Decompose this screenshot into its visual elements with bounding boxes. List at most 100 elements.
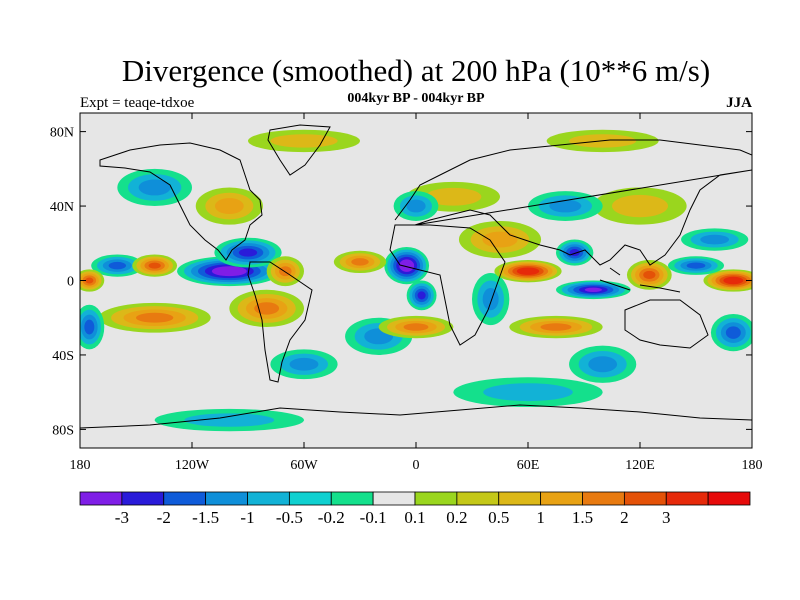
y-tick-label: 80N xyxy=(50,126,74,141)
chart-title: Divergence (smoothed) at 200 hPa (10**6 … xyxy=(122,53,710,88)
field-contour xyxy=(725,326,741,339)
colorbar-label: 3 xyxy=(662,508,671,527)
plot-area: 180 120W 60W 0 60E 120E 180 80N 40N 0 40S 80S xyxy=(50,112,763,473)
subtitle-period: 004kyr BP - 004kyr BP xyxy=(347,91,485,106)
colorbar-swatch xyxy=(330,491,374,506)
field-feature xyxy=(98,302,211,333)
field-feature xyxy=(453,377,603,408)
x-tick-label: 120W xyxy=(175,458,210,473)
colorbar-swatch xyxy=(372,491,416,506)
field-contour xyxy=(254,302,280,315)
field-contour xyxy=(138,179,171,196)
field-feature xyxy=(270,349,338,380)
field-feature xyxy=(80,269,105,292)
colorbar-label: 0.1 xyxy=(404,508,425,527)
colorbar-swatch xyxy=(79,491,123,506)
coast-indonesia xyxy=(599,267,681,293)
field-contour xyxy=(588,356,618,373)
colorbar-label: -1.5 xyxy=(192,508,219,527)
field-contour xyxy=(727,278,740,283)
field-contour xyxy=(238,248,258,257)
field-contour xyxy=(549,199,582,213)
coast-north-america xyxy=(99,142,263,261)
coastlines xyxy=(80,124,752,429)
field-contour xyxy=(521,268,535,274)
field-feature xyxy=(626,260,672,290)
field-contour xyxy=(184,413,275,427)
field-feature xyxy=(248,129,360,153)
field-feature xyxy=(509,315,603,339)
colorbar-swatch xyxy=(456,491,500,506)
colorbar-label: 1.5 xyxy=(572,508,593,527)
coast-europe-asia xyxy=(394,139,752,266)
colorbar-label: 0.5 xyxy=(488,508,509,527)
field-contour xyxy=(289,357,319,371)
coast-australia xyxy=(624,299,709,349)
field-feature xyxy=(703,269,752,292)
coast-greenland xyxy=(267,124,331,176)
field-contour xyxy=(403,323,429,331)
field-feature xyxy=(569,345,637,383)
y-tick-label: 0 xyxy=(67,275,74,290)
coast-africa xyxy=(389,224,506,346)
colorbar-label: 0.2 xyxy=(446,508,467,527)
field-contour xyxy=(482,287,499,311)
colorbar-swatch xyxy=(121,491,165,506)
colorbar-swatch xyxy=(623,491,667,506)
field-feature xyxy=(154,408,304,432)
field-feature xyxy=(458,220,542,259)
colorbar-swatch xyxy=(163,491,207,506)
field-contour xyxy=(425,187,482,206)
field-contour xyxy=(584,287,602,292)
field-feature xyxy=(556,239,594,266)
colorbar-swatch xyxy=(665,491,709,506)
field-contour xyxy=(612,194,668,218)
field-feature xyxy=(668,256,724,275)
field-feature xyxy=(117,168,192,207)
x-axis: 180 120W 60W 0 60E 120E 180 xyxy=(70,113,763,473)
y-tick-label: 40N xyxy=(50,200,74,215)
x-tick-label: 180 xyxy=(70,458,91,473)
coast-south-america xyxy=(247,261,313,383)
x-tick-label: 0 xyxy=(413,458,420,473)
colorbar-swatch xyxy=(288,491,332,506)
y-tick-label: 40S xyxy=(52,349,74,364)
field-contour xyxy=(351,258,369,266)
x-tick-label: 120E xyxy=(625,458,655,473)
colorbar-label: 1 xyxy=(536,508,545,527)
divergence-field xyxy=(80,129,752,432)
field-contour xyxy=(686,262,706,269)
colorbar-swatch xyxy=(414,491,458,506)
colorbar-swatch xyxy=(540,491,583,506)
field-contour xyxy=(540,323,572,331)
field-contour xyxy=(700,234,730,245)
field-feature xyxy=(80,304,105,350)
field-feature xyxy=(132,254,178,277)
field-feature xyxy=(333,250,387,274)
subtitle-experiment: Expt = teaqe-tdxoe xyxy=(80,95,195,111)
field-feature xyxy=(710,314,752,352)
colorbar-swatch xyxy=(247,491,290,506)
field-feature xyxy=(406,280,437,311)
colorbar-swatch xyxy=(707,491,751,506)
field-contour xyxy=(148,262,161,269)
field-contour xyxy=(643,270,656,279)
colorbar-label: -1 xyxy=(240,508,254,527)
field-feature xyxy=(494,260,562,283)
field-feature xyxy=(593,187,687,225)
y-tick-label: 80S xyxy=(52,423,74,438)
subtitle-season: JJA xyxy=(726,95,752,111)
field-feature xyxy=(195,187,263,225)
field-contour xyxy=(417,291,426,300)
field-contour xyxy=(85,277,94,284)
colorbar-swatch xyxy=(205,491,248,506)
field-feature xyxy=(393,191,439,221)
field-feature xyxy=(528,191,603,221)
field-contour xyxy=(214,198,244,215)
field-contour xyxy=(406,199,426,213)
colorbar-label: -0.5 xyxy=(276,508,303,527)
field-feature xyxy=(472,273,510,326)
field-feature xyxy=(214,237,282,268)
colorbar-label: -2 xyxy=(157,508,171,527)
